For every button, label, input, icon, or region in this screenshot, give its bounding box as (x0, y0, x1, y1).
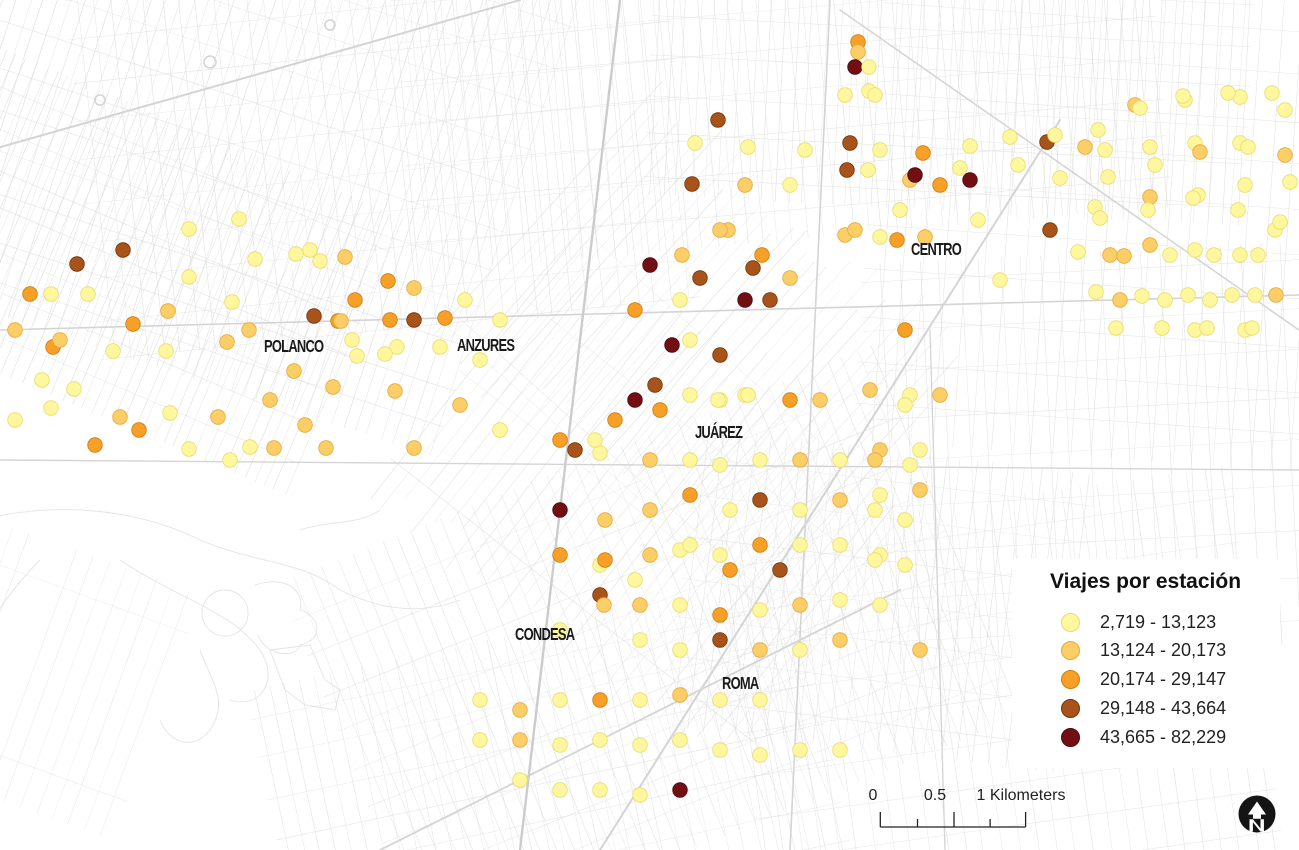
svg-text:0.5: 0.5 (924, 787, 946, 804)
svg-text:1 Kilometers: 1 Kilometers (977, 787, 1066, 804)
svg-text:0: 0 (869, 787, 878, 804)
